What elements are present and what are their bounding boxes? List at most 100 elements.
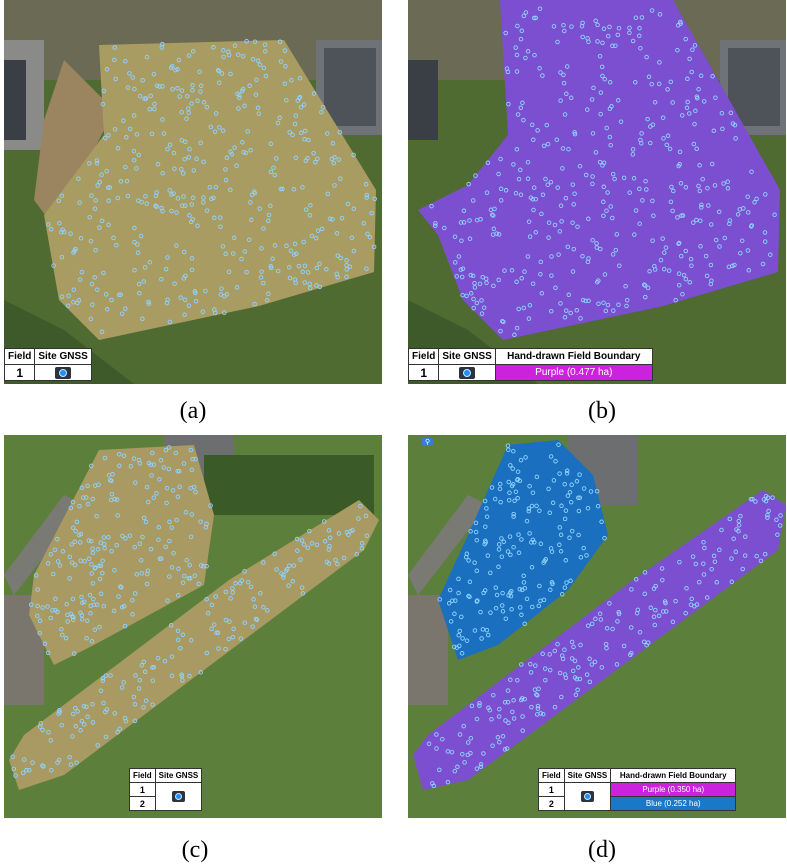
gnss-point-icon xyxy=(144,201,149,206)
gnss-point-icon xyxy=(161,131,167,136)
gnss-point-icon xyxy=(86,538,92,543)
gnss-point-icon xyxy=(685,99,690,105)
gnss-point-icon xyxy=(174,517,179,523)
gnss-point-icon xyxy=(651,213,656,218)
gnss-point-icon xyxy=(168,65,174,71)
gnss-point-icon xyxy=(538,711,544,716)
gnss-point-icon xyxy=(516,550,522,556)
gnss-point-icon xyxy=(48,615,53,621)
gnss-point-icon xyxy=(223,646,228,652)
gnss-point-icon xyxy=(512,332,517,338)
gnss-point-icon xyxy=(241,149,246,155)
gnss-point-icon xyxy=(233,581,238,586)
gnss-point-icon xyxy=(209,602,215,608)
gnss-point-icon xyxy=(97,563,102,569)
legend-a: Field Site GNSS 1 xyxy=(3,348,92,381)
gnss-point-icon xyxy=(326,528,332,533)
gnss-point-icon xyxy=(218,292,224,297)
gnss-point-icon xyxy=(128,463,134,469)
gnss-point-icon xyxy=(319,109,324,115)
gnss-point-icon xyxy=(351,206,357,212)
gnss-point-icon xyxy=(577,495,583,500)
gnss-point-icon xyxy=(204,104,210,110)
gnss-point-icon xyxy=(306,137,311,143)
gnss-point-icon xyxy=(92,483,98,488)
gnss-point-icon xyxy=(148,93,153,99)
panel-b-satellite xyxy=(408,0,786,384)
gnss-point-icon xyxy=(526,316,532,321)
field-boundary-blue xyxy=(438,440,608,660)
gnss-point-icon xyxy=(186,53,192,58)
gnss-point-icon xyxy=(725,179,730,184)
gnss-point-icon xyxy=(667,146,673,152)
gnss-point-icon xyxy=(111,235,116,241)
gnss-point-icon xyxy=(187,562,192,568)
gnss-point-icon xyxy=(599,519,604,525)
gnss-point-icon xyxy=(183,510,189,515)
gnss-point-icon xyxy=(637,629,643,635)
gnss-point-icon xyxy=(640,198,645,203)
gnss-point-icon xyxy=(633,208,639,213)
gnss-point-icon xyxy=(327,535,333,541)
gnss-point-icon xyxy=(167,142,173,148)
gnss-point-icon xyxy=(79,269,85,275)
gnss-point-icon xyxy=(559,694,564,700)
gnss-point-icon xyxy=(281,575,286,580)
gnss-point-icon xyxy=(684,105,690,111)
gnss-point-icon xyxy=(561,22,566,28)
gnss-point-icon xyxy=(173,67,178,73)
gnss-point-icon xyxy=(261,604,266,610)
gnss-point-icon xyxy=(661,266,667,272)
gnss-point-icon xyxy=(746,268,752,273)
gnss-point-icon xyxy=(114,543,119,548)
gnss-point-icon xyxy=(612,176,617,182)
gnss-point-icon xyxy=(635,607,641,613)
gnss-point-icon xyxy=(594,241,599,246)
gnss-point-icon xyxy=(572,658,578,664)
gnss-point-icon xyxy=(709,566,714,572)
gnss-point-icon xyxy=(545,141,551,147)
gnss-point-icon xyxy=(694,94,700,99)
gnss-point-icon xyxy=(288,248,294,253)
gnss-point-icon xyxy=(749,169,754,174)
gnss-point-icon xyxy=(66,293,71,298)
gnss-point-icon xyxy=(171,550,176,556)
gnss-point-icon xyxy=(491,283,496,289)
gnss-point-icon xyxy=(426,741,432,747)
gnss-point-icon xyxy=(539,291,545,296)
gnss-point-icon xyxy=(520,714,525,719)
gnss-point-icon xyxy=(590,237,595,243)
gnss-point-icon xyxy=(136,457,142,463)
gnss-point-icon xyxy=(235,91,240,96)
gnss-point-icon xyxy=(535,128,540,133)
gnss-point-icon xyxy=(648,140,653,146)
gnss-point-icon xyxy=(520,728,525,733)
gnss-point-icon xyxy=(543,677,548,683)
gnss-point-icon xyxy=(601,26,607,32)
gnss-point-icon xyxy=(467,218,472,223)
gnss-point-icon xyxy=(484,190,490,195)
gnss-point-icon xyxy=(732,122,738,128)
gnss-point-icon xyxy=(130,75,136,80)
gnss-point-icon xyxy=(507,534,513,539)
gnss-point-icon xyxy=(673,297,678,303)
gnss-point-icon xyxy=(653,583,658,589)
gnss-point-icon xyxy=(498,186,504,192)
gnss-point-icon xyxy=(700,176,705,182)
gnss-point-icon xyxy=(526,506,532,511)
gnss-point-icon xyxy=(517,605,523,610)
gnss-point-icon xyxy=(133,480,138,485)
gnss-point-icon xyxy=(178,295,183,300)
gnss-point-icon xyxy=(55,366,72,379)
gnss-point-icon xyxy=(280,186,285,192)
gnss-point-icon xyxy=(545,182,551,187)
gnss-point-icon xyxy=(550,500,556,506)
gnss-point-icon xyxy=(347,264,353,270)
gnss-point-icon xyxy=(287,130,292,135)
gnss-point-icon xyxy=(497,706,502,712)
gnss-point-icon xyxy=(97,179,103,185)
gnss-point-icon xyxy=(717,244,722,249)
gnss-point-icon xyxy=(688,256,694,262)
gnss-point-icon xyxy=(459,238,464,243)
gnss-point-icon xyxy=(115,195,121,201)
